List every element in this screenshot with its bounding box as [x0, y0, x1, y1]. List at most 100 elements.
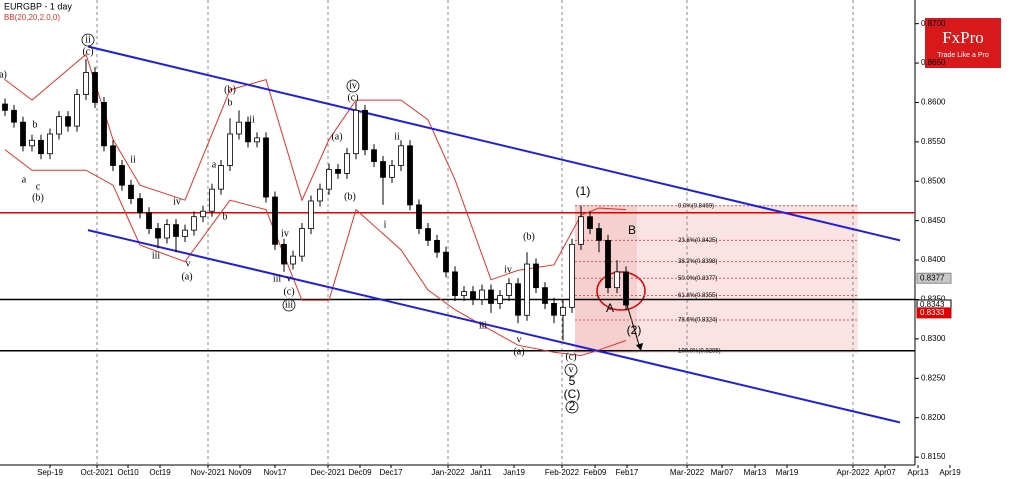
candle-body — [137, 198, 143, 214]
candle-body — [155, 228, 161, 239]
price-tag — [916, 272, 952, 284]
candle-body — [470, 291, 476, 300]
wave-circle — [564, 363, 578, 377]
candle-body — [371, 149, 377, 162]
wave-label: (a) — [181, 271, 192, 282]
candle-body — [524, 263, 530, 316]
candle-body — [479, 289, 485, 300]
candle-body — [326, 169, 332, 190]
candle-body — [11, 109, 17, 123]
price-tag-label: 0.8343 — [920, 300, 945, 309]
logo-box — [925, 18, 1001, 68]
candle-body — [533, 263, 539, 289]
wave-label: A — [606, 301, 614, 315]
wave-label: ii — [249, 114, 255, 125]
price-tag — [916, 307, 952, 319]
logo: FxPro — [942, 28, 984, 47]
candle-body — [74, 94, 80, 127]
candle-body — [272, 196, 278, 245]
y-tick-label: 0.8500 — [921, 176, 946, 185]
highlight-ellipse — [596, 271, 646, 311]
wave-label: (c) — [347, 92, 358, 103]
candle-body — [236, 121, 242, 135]
candle-body — [623, 271, 629, 306]
wave-label: v — [517, 334, 522, 345]
wave-label: (c) — [565, 351, 576, 362]
candle-body — [452, 271, 458, 296]
candle-body — [290, 255, 296, 265]
x-tick-label: Apr07 — [874, 468, 896, 477]
candle-body — [506, 283, 512, 296]
candle-body — [227, 133, 233, 166]
x-tick-label: Oct10 — [117, 468, 139, 477]
candle-body — [218, 165, 224, 190]
y-tick-label: 0.8250 — [921, 373, 946, 382]
x-tick-label: Mar19 — [776, 468, 799, 477]
x-tick-label: Nov09 — [228, 468, 252, 477]
candle-body — [398, 145, 404, 166]
candle-body — [515, 283, 521, 316]
x-tick-label: Mar07 — [711, 468, 734, 477]
projection-arrow — [626, 304, 641, 349]
candle-body — [587, 216, 593, 229]
bollinger-lower — [4, 149, 627, 356]
wave-label: (2) — [627, 323, 642, 337]
wave-label: v — [287, 273, 292, 284]
wave-label: (c) — [82, 46, 93, 57]
candle-body — [407, 145, 413, 206]
wave-label: a) — [0, 69, 7, 80]
candle-body — [56, 116, 62, 135]
x-tick-label: Nov-2021 — [191, 468, 226, 477]
candle-body — [578, 216, 584, 245]
candle-body — [317, 188, 323, 202]
wave-label: i — [384, 219, 387, 230]
fib-label: 78.6%(0.8324) — [678, 318, 717, 324]
candle-body — [2, 103, 8, 111]
candle-body — [65, 116, 71, 127]
candle-body — [110, 145, 116, 166]
x-tick-label: Dec09 — [348, 468, 372, 477]
y-tick-label: 0.8650 — [921, 58, 946, 67]
wave-label: v — [186, 258, 191, 269]
wave-label: iii — [285, 299, 294, 310]
fib-label: 50.0%(0.8377) — [678, 276, 717, 282]
candle-body — [596, 228, 602, 241]
wave-label: (b) — [344, 191, 356, 202]
candle-body — [191, 216, 197, 231]
fib-label: 23.6%(0.8425) — [678, 238, 717, 244]
wave-label: B — [628, 223, 636, 237]
candle-body — [380, 161, 386, 178]
wave-label: v — [569, 364, 574, 375]
wave-label: a — [22, 174, 27, 185]
x-tick-label: Jan19 — [503, 468, 525, 477]
wave-circle — [565, 400, 579, 414]
wave-label: (1) — [576, 184, 591, 198]
candle-body — [497, 295, 503, 304]
x-tick-label: Apr13 — [907, 468, 929, 477]
wave-label: iv — [173, 196, 181, 207]
x-tick-label: Dec-2021 — [311, 468, 346, 477]
y-tick-label: 0.8350 — [921, 295, 946, 304]
y-tick-label: 0.8700 — [921, 19, 946, 28]
candle-body — [614, 271, 620, 289]
candle-body — [182, 229, 188, 237]
x-tick-label: Feb-2022 — [545, 468, 580, 477]
candle-body — [353, 109, 359, 155]
candle-body — [164, 224, 170, 239]
wave-label: b — [228, 97, 233, 108]
candle-body — [146, 212, 152, 229]
wave-label: ii — [130, 154, 136, 165]
wave-label: (b) — [523, 231, 535, 242]
wave-label: iv — [504, 264, 512, 275]
candle-body — [416, 204, 422, 229]
wave-circle — [282, 298, 296, 312]
candle-body — [83, 72, 89, 95]
candle-body — [245, 121, 251, 143]
bollinger-upper — [4, 53, 627, 281]
wave-label: b — [33, 119, 38, 130]
candle-body — [461, 291, 467, 296]
y-tick-label: 0.8600 — [921, 98, 946, 107]
x-tick-label: Mar13 — [744, 468, 767, 477]
wave-label: 2 — [569, 399, 576, 413]
